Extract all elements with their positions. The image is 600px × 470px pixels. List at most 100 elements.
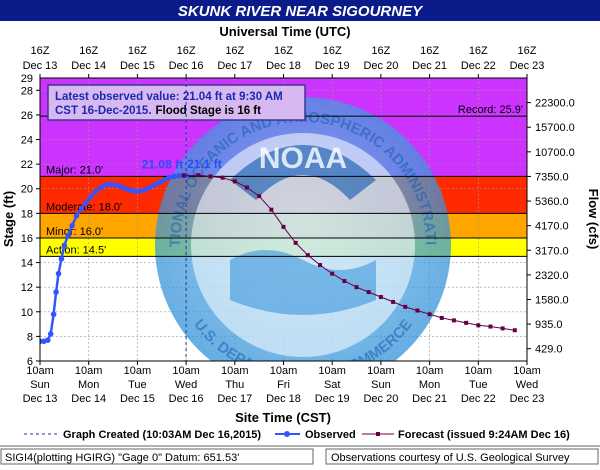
- legend-graph-created: Graph Created (10:03AM Dec 16,2015): [63, 429, 261, 441]
- bottom-tick-date: Dec 15: [120, 393, 155, 405]
- top-tick-date: Dec 16: [169, 60, 204, 72]
- right-tick-label: 10700.0: [535, 147, 575, 159]
- footer-credits: Observations courtesy of U.S. Geological…: [331, 452, 570, 464]
- right-tick-label: 4170.0: [535, 221, 569, 233]
- legend: Graph Created (10:03AM Dec 16,2015) Obse…: [24, 429, 570, 441]
- annotation-background: [47, 84, 306, 121]
- left-tick-label: 26: [21, 110, 33, 122]
- bottom-tick-time: 10am: [270, 365, 298, 377]
- right-tick-label: 2320.0: [535, 270, 569, 282]
- forecast-point: [378, 295, 383, 300]
- bottom-tick-day: Tue: [128, 379, 147, 391]
- observed-point: [141, 187, 148, 193]
- observed-point: [127, 187, 133, 193]
- forecast-point: [366, 290, 371, 295]
- seal-bird-icon: [230, 145, 376, 200]
- bottom-tick-time: 10am: [318, 365, 346, 377]
- observed-point: [65, 232, 72, 239]
- top-tick-time: 16Z: [371, 45, 390, 57]
- bottom-axis-title: Site Time (CST): [235, 410, 331, 425]
- top-tick-time: 16Z: [79, 45, 98, 57]
- top-tick-time: 16Z: [177, 45, 196, 57]
- forecast-point: [196, 173, 201, 178]
- observed-point: [83, 199, 90, 206]
- right-tick-label: 15700.0: [535, 122, 575, 134]
- bottom-tick-date: Dec 13: [23, 393, 58, 405]
- bottom-tick-date: Dec 14: [71, 393, 106, 405]
- legend-forecast-marker: [376, 432, 380, 436]
- observed-point: [161, 177, 167, 183]
- bottom-tick-time: 10am: [367, 365, 395, 377]
- forecast-point: [427, 312, 432, 317]
- forecast-point: [305, 253, 310, 258]
- top-tick-time: 16Z: [128, 45, 147, 57]
- bottom-tick-day: Sun: [371, 379, 391, 391]
- annotation-line1: Latest observed value: 21.04 ft at 9:30 …: [55, 91, 283, 103]
- left-tick-label: 12: [21, 282, 33, 294]
- forecast-point: [439, 315, 444, 320]
- observed-point: [117, 183, 124, 190]
- forecast-point: [464, 320, 469, 325]
- forecast-point: [220, 175, 225, 180]
- forecast-point: [342, 279, 347, 284]
- top-tick-date: Dec 23: [510, 60, 545, 72]
- forecast-point: [232, 179, 237, 184]
- title-bar: [0, 0, 600, 21]
- bottom-tick-day: Tue: [469, 379, 488, 391]
- observed-point: [137, 188, 143, 194]
- top-tick-date: Dec 21: [412, 60, 447, 72]
- left-axis-title: Stage (ft): [1, 191, 16, 247]
- forecast-point: [415, 308, 420, 313]
- observed-point: [53, 289, 59, 295]
- left-tick-label: 18: [21, 208, 33, 220]
- right-tick-label: 22300.0: [535, 98, 575, 110]
- top-axis-title: Universal Time (UTC): [219, 24, 350, 39]
- observed-point: [175, 173, 182, 179]
- forecast-point: [244, 185, 249, 190]
- bottom-tick-time: 10am: [75, 365, 103, 377]
- top-tick-time: 16Z: [518, 45, 537, 57]
- observed-point: [50, 311, 57, 318]
- top-tick-time: 16Z: [31, 45, 50, 57]
- left-tick-label: 28: [21, 85, 33, 97]
- forecast-point: [281, 224, 286, 229]
- threshold-label: Moderate: 18.0': [46, 201, 122, 213]
- footer-datum: SIGI4(plotting HGIRG) "Gage 0" Datum: 65…: [5, 452, 239, 464]
- observed-peak-label: 21.08 ft: [142, 157, 183, 171]
- bottom-tick-day: Thu: [225, 379, 244, 391]
- top-tick-date: Dec 14: [71, 60, 106, 72]
- observed-point: [107, 181, 114, 188]
- left-tick-label: 14: [21, 258, 33, 270]
- top-tick-date: Dec 18: [266, 60, 301, 72]
- forecast-point: [354, 285, 359, 290]
- bottom-tick-day: Wed: [175, 379, 197, 391]
- bottom-tick-date: Dec 22: [461, 393, 496, 405]
- bottom-tick-day: Fri: [277, 379, 290, 391]
- forecast-point: [403, 304, 408, 309]
- bottom-tick-date: Dec 21: [412, 393, 447, 405]
- left-tick-label: 10: [21, 307, 33, 319]
- threshold-label: Action: 14.5': [46, 244, 106, 256]
- forecast-point: [500, 326, 505, 331]
- observed-point: [69, 222, 75, 229]
- bottom-tick-time: 10am: [221, 365, 249, 377]
- left-tick-label: 29: [21, 73, 33, 85]
- observed-point: [98, 184, 104, 191]
- observed-point: [44, 337, 51, 343]
- observed-point: [47, 331, 54, 337]
- forecast-point: [269, 207, 274, 212]
- right-tick-label: 5360.0: [535, 196, 569, 208]
- bottom-tick-time: 10am: [124, 365, 152, 377]
- observed-point: [78, 205, 85, 212]
- top-tick-time: 16Z: [469, 45, 488, 57]
- bottom-tick-date: Dec 20: [363, 393, 398, 405]
- right-tick-label: 935.0: [535, 319, 563, 331]
- left-tick-label: 24: [21, 135, 33, 147]
- observed-point: [122, 185, 129, 192]
- threshold-label: Major: 21.0': [46, 164, 103, 176]
- left-tick-label: 6: [27, 356, 33, 368]
- observed-point: [112, 182, 119, 188]
- top-tick-date: Dec 15: [120, 60, 155, 72]
